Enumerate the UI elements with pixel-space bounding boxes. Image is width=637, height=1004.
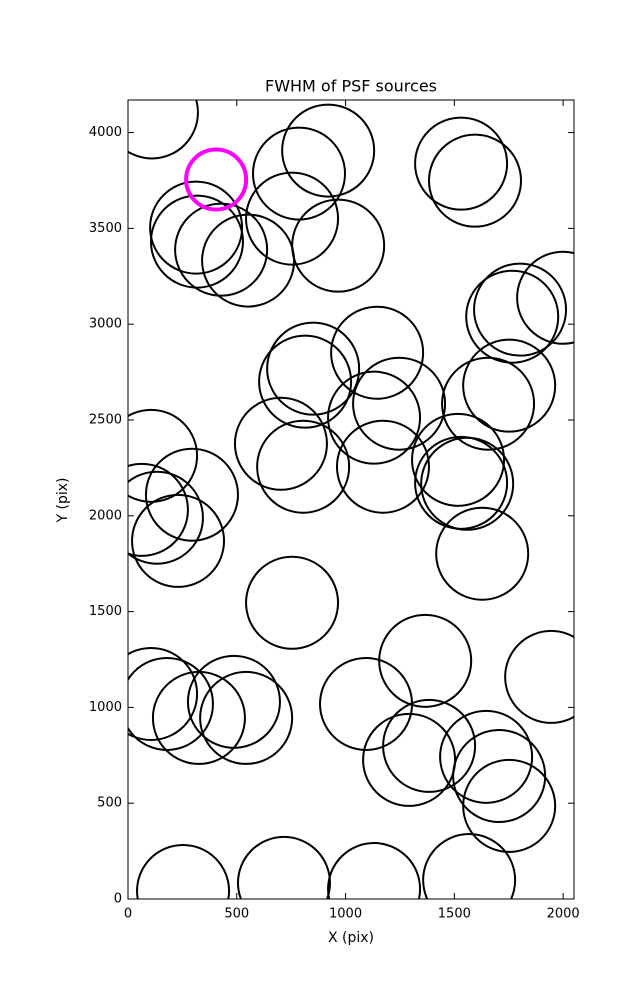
psf-circle	[335, 419, 430, 514]
psf-circle	[435, 506, 530, 601]
y-tick-label: 3500	[89, 221, 122, 236]
psf-circle	[128, 100, 199, 160]
psf-circle	[128, 646, 199, 741]
psf-circle	[411, 412, 506, 507]
psf-circle	[420, 436, 515, 531]
psf-circle	[462, 758, 557, 853]
psf-circle	[266, 321, 361, 416]
x-axis-label: X (pix)	[328, 930, 374, 946]
psf-circle	[330, 305, 425, 400]
psf-circle	[131, 493, 226, 588]
y-axis-label: Y (pix)	[55, 478, 71, 524]
psf-circle	[151, 670, 246, 765]
psf-circle	[149, 194, 244, 289]
x-tick-label: 2000	[547, 907, 580, 922]
y-tick-label: 1500	[89, 604, 122, 619]
psf-circle	[245, 555, 340, 650]
y-tick-label: 4000	[89, 125, 122, 140]
psf-circle	[128, 470, 204, 565]
y-tick-label: 1000	[89, 700, 122, 715]
psf-circle	[378, 613, 473, 708]
psf-circle	[516, 250, 574, 345]
psf-circle	[144, 447, 239, 542]
psf-circle	[128, 462, 189, 557]
y-tick-label: 500	[97, 796, 122, 811]
psf-circle	[199, 670, 294, 765]
psf-circle	[256, 419, 351, 514]
psf-circle	[245, 171, 340, 266]
psf-circle	[281, 103, 376, 198]
plot-area	[128, 100, 574, 899]
x-tick-label: 0	[124, 907, 132, 922]
psf-circle	[465, 269, 560, 364]
psf-circle	[237, 835, 331, 899]
y-tick-label: 3000	[89, 317, 122, 332]
psf-circle	[327, 370, 422, 465]
psf-circle	[233, 396, 328, 491]
plot-frame	[127, 99, 575, 900]
psf-circle	[258, 334, 353, 429]
psf-circle	[327, 842, 422, 899]
highlight-circle	[184, 147, 249, 212]
psf-circle	[352, 356, 447, 451]
psf-circle	[441, 356, 536, 451]
psf-circle	[252, 126, 347, 221]
psf-circle	[439, 709, 534, 804]
psf-circle	[428, 133, 523, 228]
psf-circle	[422, 833, 517, 899]
psf-circle	[473, 262, 568, 357]
psf-circle	[382, 698, 477, 793]
psf-circle	[149, 180, 244, 275]
psf-circle	[462, 338, 557, 433]
psf-circle	[136, 843, 231, 899]
psf-circle	[504, 629, 574, 724]
psf-circle	[128, 408, 199, 503]
y-tick-label: 2500	[89, 412, 122, 427]
chart-title: FWHM of PSF sources	[265, 77, 437, 96]
x-tick-label: 1000	[329, 907, 362, 922]
y-tick-label: 0	[114, 892, 122, 907]
psf-circle	[174, 202, 269, 297]
y-tick-label: 2000	[89, 508, 122, 523]
psf-circle	[414, 116, 509, 211]
x-tick-label: 1500	[438, 907, 471, 922]
psf-circle	[201, 213, 296, 308]
x-tick-label: 500	[224, 907, 249, 922]
